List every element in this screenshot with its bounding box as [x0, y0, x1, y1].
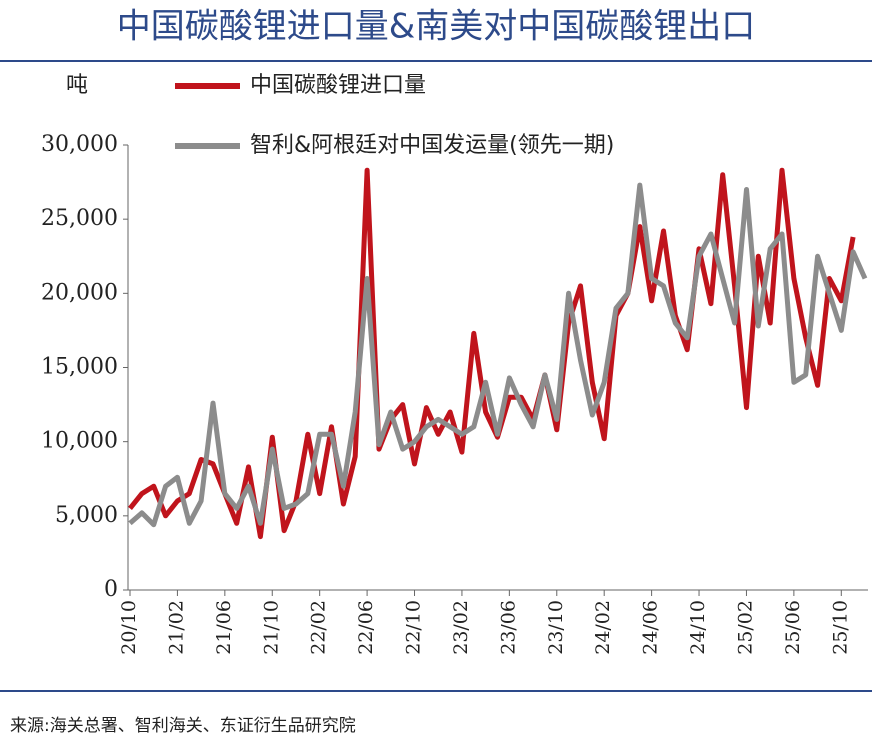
x-tick-label: 22/06	[355, 600, 377, 655]
x-tick-label: 22/02	[308, 600, 330, 655]
y-tick-label: 30,000	[41, 132, 118, 157]
chart-title: 中国碳酸锂进口量&南美对中国碳酸锂出口	[117, 7, 756, 47]
y-tick-label: 0	[104, 577, 118, 602]
x-tick-label: 24/10	[687, 600, 709, 655]
x-tick-label: 21/10	[260, 600, 282, 655]
x-tick-label: 20/10	[118, 600, 140, 655]
series-line	[128, 182, 868, 528]
x-tick-label: 22/10	[403, 600, 425, 655]
y-tick-label: 25,000	[41, 206, 118, 231]
y-axis-label: 吨	[66, 73, 88, 98]
y-tick-label: 10,000	[41, 429, 118, 454]
x-tick-label: 23/02	[450, 600, 472, 655]
x-tick-label: 21/02	[165, 600, 187, 655]
x-tick-label: 23/10	[545, 600, 567, 655]
series-line	[128, 167, 856, 540]
y-tick-label: 15,000	[41, 355, 118, 380]
legend-label: 智利&阿根廷对中国发运量(领先一期)	[250, 133, 614, 158]
x-tick-label: 23/06	[497, 600, 519, 655]
x-tick-label: 24/02	[592, 600, 614, 655]
legend-label: 中国碳酸锂进口量	[250, 73, 426, 98]
x-tick-label: 25/06	[782, 600, 804, 655]
x-tick-label: 25/02	[734, 600, 756, 655]
y-tick-label: 20,000	[41, 280, 118, 305]
x-tick-label: 25/10	[829, 600, 851, 655]
x-tick-label: 24/06	[640, 600, 662, 655]
x-tick-label: 21/06	[213, 600, 235, 655]
source: 来源:海关总署、智利海关、东证衍生品研究院	[10, 716, 356, 736]
y-tick-label: 5,000	[55, 503, 118, 528]
